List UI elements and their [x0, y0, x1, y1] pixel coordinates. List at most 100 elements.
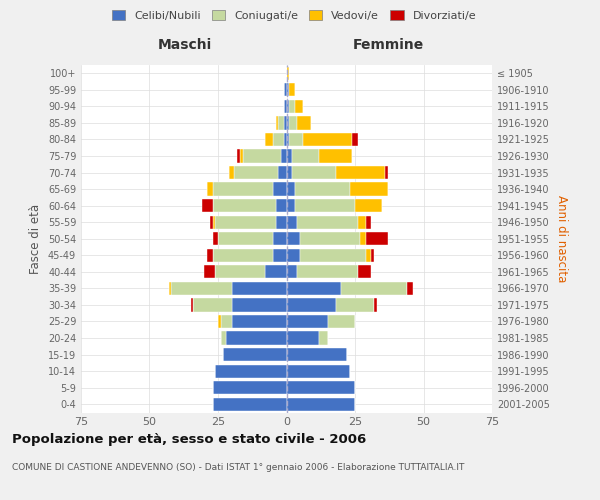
Bar [371, 248, 374, 262]
Bar [235, 166, 278, 179]
Bar [289, 100, 295, 113]
Bar [287, 83, 289, 96]
Bar [350, 182, 388, 196]
Text: Femmine: Femmine [352, 38, 424, 52]
Bar [273, 133, 284, 146]
Bar [265, 133, 273, 146]
Bar [226, 332, 287, 344]
Bar [215, 364, 287, 378]
Bar [366, 248, 371, 262]
Bar [289, 116, 298, 130]
Legend: Celibi/Nubili, Coniugati/e, Vedovi/e, Divorziati/e: Celibi/Nubili, Coniugati/e, Vedovi/e, Di… [107, 6, 481, 25]
Text: Maschi: Maschi [158, 38, 212, 52]
Bar [273, 232, 287, 245]
Bar [287, 116, 289, 130]
Bar [292, 166, 336, 179]
Bar [265, 265, 287, 278]
Bar [298, 265, 358, 278]
Bar [287, 398, 355, 411]
Bar [287, 348, 347, 361]
Bar [232, 282, 287, 295]
Bar [202, 199, 212, 212]
Bar [287, 232, 300, 245]
Bar [366, 216, 371, 229]
Bar [287, 315, 328, 328]
Bar [284, 116, 287, 130]
Bar [319, 332, 328, 344]
Bar [193, 298, 232, 312]
Text: COMUNE DI CASTIONE ANDEVENNO (SO) - Dati ISTAT 1° gennaio 2006 - Elaborazione TU: COMUNE DI CASTIONE ANDEVENNO (SO) - Dati… [12, 462, 464, 471]
Bar [172, 282, 232, 295]
Bar [287, 182, 295, 196]
Bar [218, 315, 221, 328]
Bar [298, 116, 311, 130]
Bar [289, 133, 303, 146]
Bar [336, 166, 385, 179]
Bar [240, 150, 242, 162]
Bar [212, 216, 215, 229]
Bar [287, 216, 298, 229]
Bar [212, 248, 273, 262]
Bar [242, 150, 281, 162]
Bar [328, 315, 355, 328]
Bar [341, 282, 407, 295]
Bar [358, 216, 366, 229]
Bar [278, 166, 287, 179]
Bar [287, 248, 300, 262]
Bar [287, 364, 350, 378]
Bar [303, 133, 352, 146]
Bar [284, 133, 287, 146]
Bar [407, 282, 413, 295]
Bar [287, 166, 292, 179]
Text: Popolazione per età, sesso e stato civile - 2006: Popolazione per età, sesso e stato civil… [12, 432, 366, 446]
Bar [287, 100, 289, 113]
Bar [374, 298, 377, 312]
Bar [300, 248, 366, 262]
Bar [169, 282, 172, 295]
Bar [298, 216, 358, 229]
Bar [281, 150, 287, 162]
Bar [218, 232, 273, 245]
Bar [284, 100, 287, 113]
Bar [275, 216, 287, 229]
Bar [287, 298, 336, 312]
Bar [292, 150, 319, 162]
Bar [287, 265, 298, 278]
Bar [221, 315, 232, 328]
Bar [212, 199, 275, 212]
Bar [212, 182, 273, 196]
Bar [295, 199, 355, 212]
Bar [237, 150, 240, 162]
Bar [229, 166, 235, 179]
Bar [300, 232, 361, 245]
Bar [319, 150, 352, 162]
Bar [295, 100, 303, 113]
Bar [287, 381, 355, 394]
Bar [207, 182, 212, 196]
Bar [212, 232, 218, 245]
Y-axis label: Anni di nascita: Anni di nascita [555, 195, 568, 282]
Bar [366, 232, 388, 245]
Bar [232, 298, 287, 312]
Bar [278, 116, 284, 130]
Bar [212, 398, 287, 411]
Bar [287, 332, 319, 344]
Bar [215, 265, 265, 278]
Bar [358, 265, 371, 278]
Bar [287, 282, 341, 295]
Bar [275, 199, 287, 212]
Y-axis label: Fasce di età: Fasce di età [29, 204, 42, 274]
Bar [287, 66, 289, 80]
Bar [289, 83, 295, 96]
Bar [336, 298, 374, 312]
Bar [212, 381, 287, 394]
Bar [210, 216, 212, 229]
Bar [355, 199, 382, 212]
Bar [273, 248, 287, 262]
Bar [287, 133, 289, 146]
Bar [273, 182, 287, 196]
Bar [385, 166, 388, 179]
Bar [215, 216, 275, 229]
Bar [205, 265, 215, 278]
Bar [191, 298, 193, 312]
